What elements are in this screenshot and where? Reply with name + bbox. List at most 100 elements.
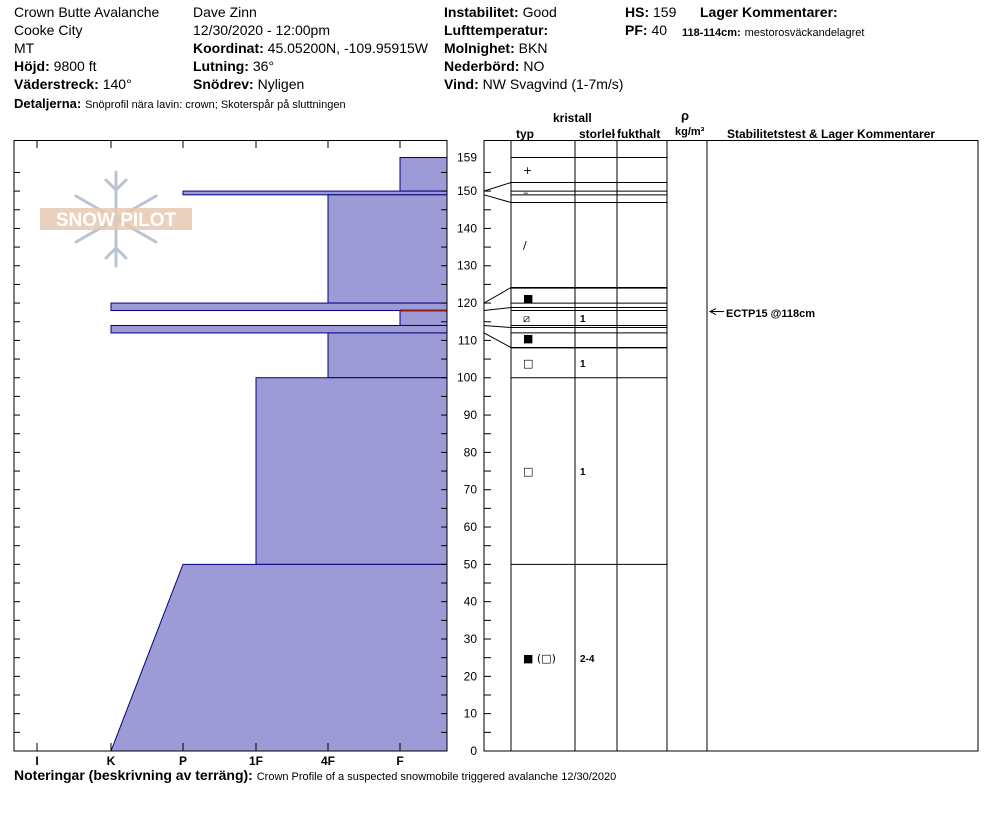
hardness-layer bbox=[399, 310, 448, 326]
depth-tick-label: 0 bbox=[470, 744, 477, 758]
grain-type-symbol: / bbox=[523, 239, 527, 252]
layer-comment-row: 118-114cm: mestorosväckandelagret bbox=[682, 23, 864, 41]
hardness-tick-label: P bbox=[179, 754, 187, 768]
grain-size-value: 1 bbox=[580, 314, 586, 325]
wind-value: NW Svagvind (1-7m/s) bbox=[482, 76, 624, 92]
depth-tick-label: 70 bbox=[464, 483, 478, 497]
notes-label: Noteringar (beskrivning av terräng): bbox=[14, 767, 253, 783]
hardness-tick-label: I bbox=[35, 754, 38, 768]
layer-connector-line bbox=[483, 287, 512, 304]
pf-label: PF: bbox=[625, 22, 648, 38]
depth-tick-label: 60 bbox=[464, 520, 478, 534]
type-column-header: typ bbox=[516, 127, 534, 141]
precip-row: Nederbörd: NO bbox=[444, 58, 544, 74]
hardness-layer bbox=[399, 157, 448, 192]
details-row: Detaljerna: Snöprofil nära lavin: crown;… bbox=[14, 95, 346, 113]
depth-tick-label: 110 bbox=[458, 333, 477, 347]
instability-value: Good bbox=[522, 4, 557, 20]
airtemp-label: Lufttemperatur: bbox=[444, 22, 549, 38]
airtemp-row: Lufttemperatur: bbox=[444, 22, 548, 38]
logo-text: SNOW PILOT bbox=[56, 210, 177, 231]
observation-datetime: 12/30/2020 - 12:00pm bbox=[193, 22, 330, 38]
layer-connector-line bbox=[483, 182, 512, 192]
pf-row: PF: 40 bbox=[625, 22, 667, 38]
layer-table-frame bbox=[483, 140, 979, 752]
hardness-tick-label: F bbox=[396, 754, 403, 768]
grain-type-symbol: ⧄ bbox=[523, 312, 530, 325]
hardness-layer bbox=[110, 563, 448, 752]
sky-label: Molnighet: bbox=[444, 40, 515, 56]
details-label: Detaljerna: bbox=[14, 96, 82, 111]
hardness-layer bbox=[327, 332, 448, 379]
coordinates-row: Koordinat: 45.05200N, -109.95915W bbox=[193, 40, 428, 56]
pf-value: 40 bbox=[651, 22, 668, 38]
elevation-row: Höjd: 9800 ft bbox=[14, 58, 96, 74]
layer-comment-text: mestorosväckandelagret bbox=[744, 27, 865, 39]
stability-test-label: ECTP15 @118cm bbox=[726, 307, 815, 320]
elevation-label: Höjd: bbox=[14, 58, 50, 74]
layer-connector-line bbox=[483, 194, 512, 203]
instability-row: Instabilitet: Good bbox=[444, 4, 557, 20]
depth-tick-label: 130 bbox=[457, 259, 477, 273]
grain-type-symbol: ■ (□) bbox=[523, 652, 556, 665]
elevation-value: 9800 ft bbox=[53, 58, 97, 74]
layer-connector-line bbox=[483, 324, 512, 328]
drift-row: Snödrev: Nyligen bbox=[193, 76, 304, 92]
hardness-layer bbox=[110, 324, 448, 334]
state-name: MT bbox=[14, 40, 35, 56]
rho-symbol: ρ bbox=[681, 108, 690, 123]
city-name: Cooke City bbox=[14, 22, 83, 38]
hs-label: HS: bbox=[625, 4, 650, 20]
depth-tick-label: 90 bbox=[464, 408, 478, 422]
observer-name: Dave Zinn bbox=[193, 4, 257, 20]
drift-label: Snödrev: bbox=[193, 76, 254, 92]
aspect-label: Väderstreck: bbox=[14, 76, 99, 92]
instability-label: Instabilitet: bbox=[444, 4, 519, 20]
notes-row: Noteringar (beskrivning av terräng): Cro… bbox=[14, 767, 616, 785]
depth-tick-label: 50 bbox=[464, 557, 478, 571]
grain-type-symbol: – bbox=[523, 186, 529, 199]
hs-row: HS: 159 bbox=[625, 4, 676, 20]
moisture-column-header: fukthalt bbox=[617, 127, 661, 141]
density-unit: kg/m³ bbox=[675, 126, 705, 138]
grain-size-value: 1 bbox=[580, 467, 586, 478]
crystal-column-title: kristall bbox=[553, 111, 592, 125]
wind-label: Vind: bbox=[444, 76, 479, 92]
layer-comments-title: Lager Kommentarer: bbox=[700, 4, 838, 20]
hardness-layer bbox=[110, 302, 448, 312]
depth-tick-label: 40 bbox=[464, 595, 478, 609]
slope-row: Lutning: 36° bbox=[193, 58, 274, 74]
precip-label: Nederbörd: bbox=[444, 58, 520, 74]
grain-type-symbol: □ bbox=[523, 357, 533, 370]
layer-comment-range: 118-114cm: bbox=[682, 27, 741, 39]
depth-tick-label: 120 bbox=[457, 296, 477, 310]
slope-label: Lutning: bbox=[193, 58, 249, 74]
drift-value: Nyligen bbox=[257, 76, 305, 92]
hardness-layer bbox=[255, 377, 448, 565]
grain-size-value: 2-4 bbox=[580, 654, 595, 665]
hardness-tick-label: 4F bbox=[321, 754, 335, 768]
depth-tick-label: 140 bbox=[457, 221, 477, 235]
grain-type-symbol: ■ bbox=[523, 332, 533, 345]
notes-value: Crown Profile of a suspected snowmobile … bbox=[256, 771, 617, 783]
stability-test-arrowhead bbox=[708, 308, 717, 315]
location-name: Crown Butte Avalanche bbox=[14, 4, 160, 20]
grain-type-symbol: ■ bbox=[523, 292, 533, 305]
depth-tick-label: 100 bbox=[457, 371, 477, 385]
depth-tick-label: 10 bbox=[464, 707, 478, 721]
depth-tick-label: 30 bbox=[464, 632, 478, 646]
hardness-tick-label: K bbox=[107, 754, 116, 768]
layer-connector-line bbox=[483, 307, 512, 312]
grain-size-value: 1 bbox=[580, 359, 586, 370]
hardness-layer bbox=[327, 194, 448, 304]
layer-connector-line bbox=[483, 332, 512, 348]
depth-tick-label: 80 bbox=[464, 445, 478, 459]
aspect-value: 140° bbox=[102, 76, 132, 92]
coordinates-value: 45.05200N, -109.95915W bbox=[267, 40, 428, 56]
hardness-chart-frame bbox=[13, 140, 448, 752]
snowpilot-logo: SNOW PILOT bbox=[40, 170, 192, 268]
hardness-layer bbox=[182, 190, 448, 196]
precip-value: NO bbox=[523, 58, 545, 74]
depth-tick-label: 20 bbox=[464, 669, 478, 683]
